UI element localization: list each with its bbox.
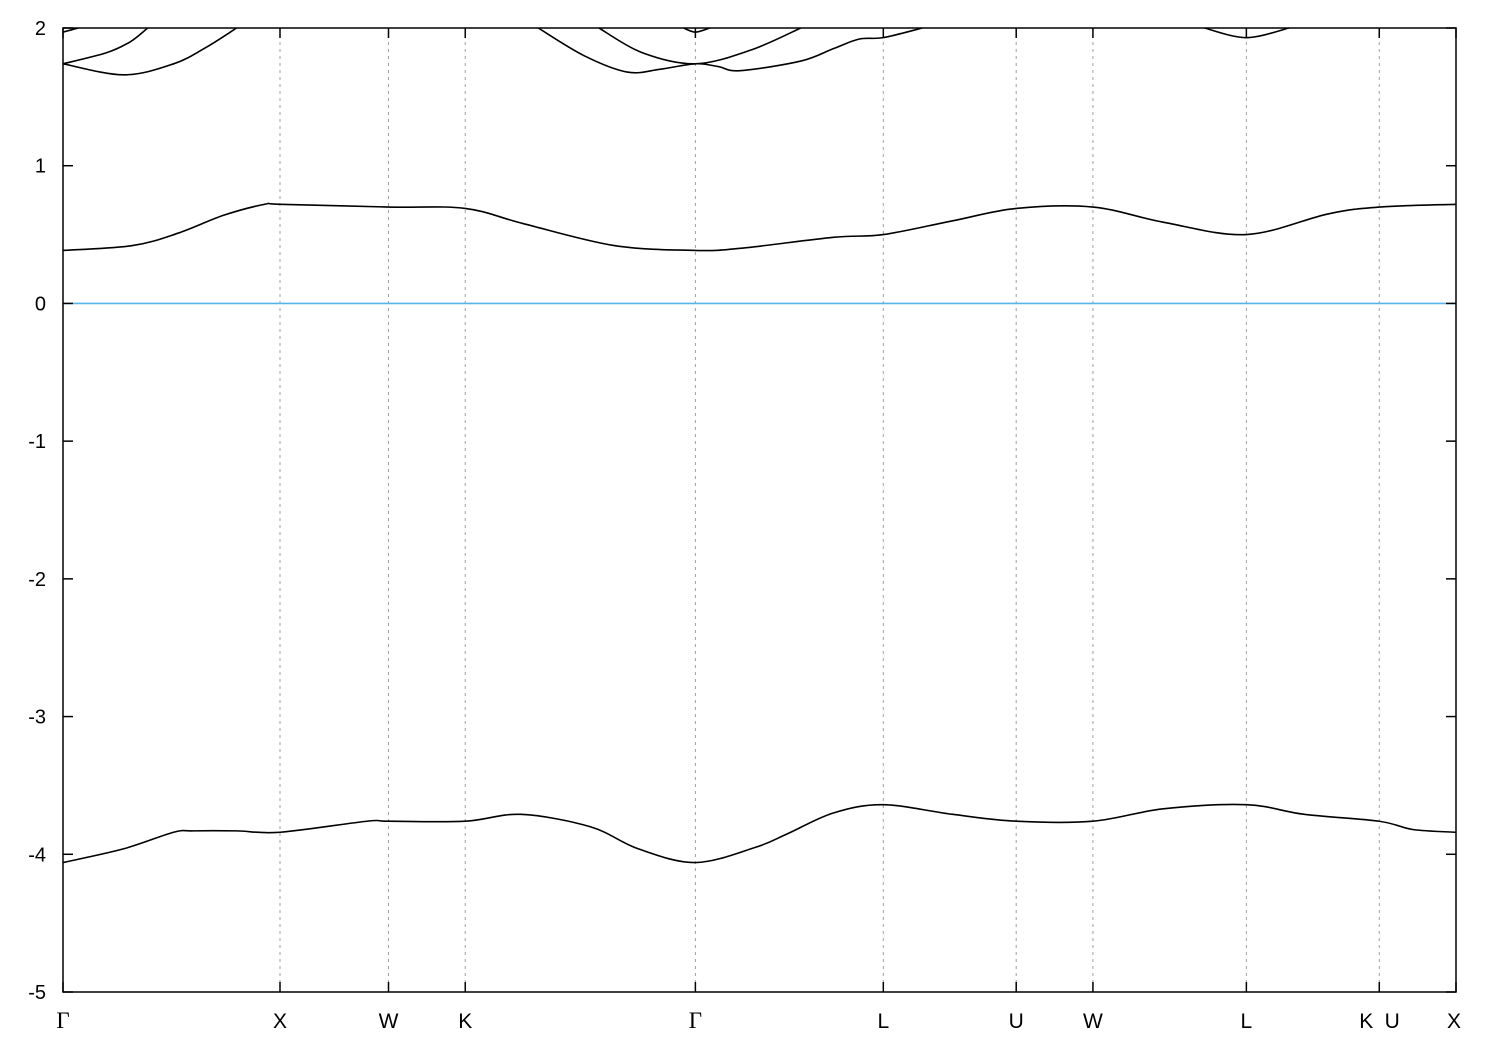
band-line — [598, 28, 802, 65]
x-tick-label: Γ — [689, 1008, 702, 1033]
y-tick-label: -3 — [28, 707, 46, 729]
x-tick-label: X — [273, 1010, 287, 1033]
x-tick-label: U — [1009, 1010, 1024, 1033]
band-line — [63, 202, 1456, 252]
x-tick-label: Γ — [56, 1008, 69, 1033]
band-line — [63, 803, 1456, 864]
y-tick-label: 0 — [35, 293, 46, 315]
y-tick-label: 1 — [35, 156, 46, 178]
plot-border — [62, 27, 1457, 993]
y-tick-label: -4 — [28, 844, 46, 866]
y-axis: -5 -4 -3 -2 -1 0 1 2 — [28, 18, 1456, 1004]
band-line — [537, 28, 923, 74]
y-tick-label: 2 — [35, 18, 46, 40]
grid-lines — [279, 28, 1380, 992]
x-tick-label: W — [1083, 1010, 1103, 1033]
x-tick-label: X — [1447, 1010, 1461, 1033]
x-tick-label: L — [877, 1010, 889, 1033]
y-tick-label: -1 — [28, 431, 46, 453]
plot-frame — [62, 27, 1457, 993]
band-line — [63, 28, 149, 65]
x-tick-label: L — [1241, 1010, 1253, 1033]
bands-group — [63, 28, 1456, 864]
x-tick-label: W — [379, 1010, 399, 1033]
x-tick-label: U — [1385, 1010, 1400, 1033]
y-tick-label: -2 — [28, 569, 46, 591]
y-tick-label: -5 — [28, 982, 46, 1004]
x-tick-label: K — [1359, 1010, 1373, 1033]
x-tick-label: K — [458, 1010, 472, 1033]
band-line — [63, 28, 238, 76]
